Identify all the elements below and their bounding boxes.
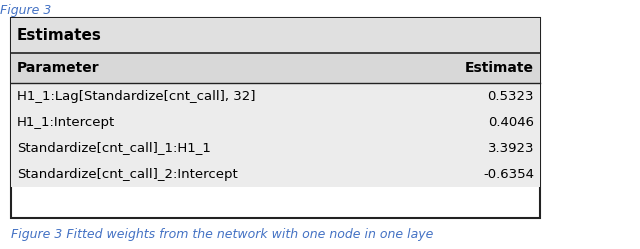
Text: Figure 3 Fitted weights from the network with one node in one laye: Figure 3 Fitted weights from the network… — [11, 228, 433, 241]
Text: Figure 3: Figure 3 — [0, 4, 60, 17]
Bar — [11, 135, 540, 161]
Text: Standardize[cnt_call]_1:H1_1: Standardize[cnt_call]_1:H1_1 — [17, 141, 211, 154]
Bar — [11, 109, 540, 135]
Text: 0.4046: 0.4046 — [488, 116, 534, 128]
Bar — [11, 161, 540, 187]
Text: H1_1:Lag[Standardize[cnt_call], 32]: H1_1:Lag[Standardize[cnt_call], 32] — [17, 89, 255, 103]
Text: 0.5323: 0.5323 — [488, 89, 534, 103]
Bar — [11, 18, 540, 218]
Bar — [11, 18, 540, 53]
Text: H1_1:Intercept: H1_1:Intercept — [17, 116, 115, 128]
Bar — [11, 83, 540, 109]
Text: Estimate: Estimate — [465, 61, 534, 75]
Text: Standardize[cnt_call]_2:Intercept: Standardize[cnt_call]_2:Intercept — [17, 168, 237, 181]
Text: -0.6354: -0.6354 — [483, 168, 534, 181]
Text: Estimates: Estimates — [17, 28, 102, 43]
Bar — [11, 53, 540, 83]
Text: 3.3923: 3.3923 — [488, 141, 534, 154]
Text: Parameter: Parameter — [17, 61, 100, 75]
